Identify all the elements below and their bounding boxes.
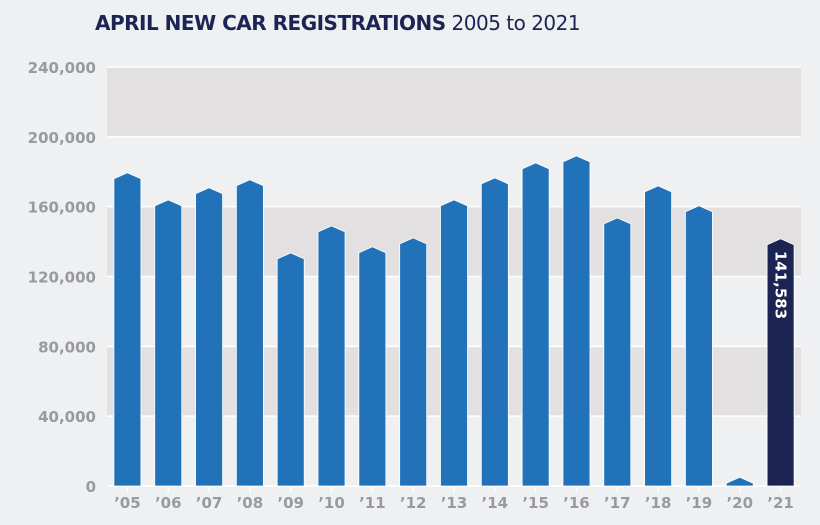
y-tick-label: 120,000 — [28, 269, 96, 287]
bar-20 — [725, 476, 754, 487]
data-labels: 141,583 — [772, 251, 790, 319]
x-tick-label: ’20 — [726, 494, 753, 512]
x-tick-label: ’16 — [563, 494, 590, 512]
x-tick-label: ’12 — [400, 494, 427, 512]
y-tick-label: 0 — [86, 478, 96, 496]
bar-06 — [154, 199, 183, 487]
bar-13 — [440, 199, 468, 487]
data-label: 141,583 — [772, 251, 790, 319]
x-tick-label: ’14 — [482, 494, 509, 512]
x-tick-label: ’15 — [522, 494, 549, 512]
bar-17 — [603, 217, 632, 487]
x-tick-label: ’05 — [114, 494, 141, 512]
x-tick-label: ’19 — [686, 494, 713, 512]
bar-12 — [399, 237, 428, 487]
bar-08 — [235, 179, 264, 487]
x-tick-label: ’13 — [441, 494, 468, 512]
bar-15 — [521, 162, 550, 487]
x-tick-label: ’08 — [237, 494, 264, 512]
x-tick-label: ’17 — [604, 494, 631, 512]
x-tick-label: ’21 — [767, 494, 794, 512]
x-tick-label: ’11 — [359, 494, 386, 512]
bar-14 — [480, 177, 509, 487]
bar-19 — [685, 205, 713, 487]
y-tick-label: 80,000 — [38, 338, 96, 356]
chart-title-main: APRIL NEW CAR REGISTRATIONS — [95, 11, 446, 35]
x-axis-ticks: ’05 ’06 ’07 ’08 ’09 ’10 ’11 ’12 ’13 ’14 ’15 ’16 ’17 ’… — [114, 487, 794, 512]
y-tick-label: 240,000 — [28, 59, 96, 77]
bar-05 — [113, 172, 142, 487]
y-tick-label: 160,000 — [28, 199, 96, 217]
x-tick-label: ’10 — [318, 494, 345, 512]
x-tick-label: ’06 — [155, 494, 182, 512]
chart-subtitle: 2005 to 2021 — [451, 11, 581, 35]
bar-09 — [276, 252, 305, 487]
y-axis-ticks: 0 40,000 80,000 120,000 160,000 200,000 240,00… — [28, 59, 96, 496]
bar-16 — [562, 155, 591, 487]
y-tick-label: 40,000 — [38, 408, 96, 426]
y-tick-label: 200,000 — [28, 129, 96, 147]
grid-band — [107, 67, 801, 137]
bar-21 — [766, 238, 795, 487]
bar-10 — [317, 225, 346, 487]
bar-07 — [195, 187, 223, 487]
x-tick-label: ’09 — [277, 494, 304, 512]
x-tick-label: ’07 — [196, 494, 223, 512]
bar-11 — [358, 246, 387, 487]
bars — [113, 155, 795, 487]
x-tick-label: ’18 — [645, 494, 672, 512]
chart-title: APRIL NEW CAR REGISTRATIONS 2005 to 2021 — [95, 11, 581, 35]
bar-18 — [644, 185, 673, 487]
